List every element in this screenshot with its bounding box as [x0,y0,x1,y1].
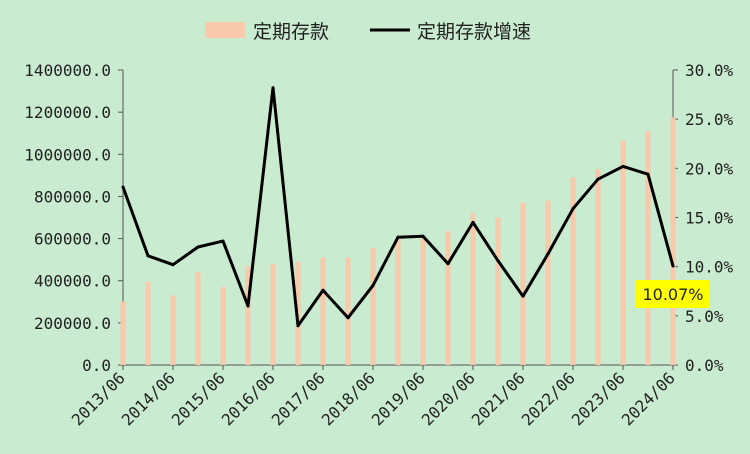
right-tick-label: 30.0% [685,61,734,80]
line-point [496,259,500,263]
axes: 0.0 200000.0 400000.0 600000.0 800000.0 10000… [24,61,733,375]
line-point [146,254,150,258]
bar [570,177,576,365]
left-tick-label: 200000.0 [34,314,111,333]
bar [320,257,326,365]
x-tick-label: 2024/06 [618,368,679,429]
x-axis-labels: 2013/062014/062015/062016/062017/062018/… [68,365,679,430]
bar [495,217,501,365]
x-tick-label: 2014/06 [118,368,179,429]
line-point [221,239,225,243]
bar [270,263,276,365]
line-point [546,252,550,256]
line-point [296,324,300,328]
x-tick-label: 2020/06 [418,368,479,429]
bar-series [120,117,676,366]
line-point [596,177,600,181]
legend-bar-label: 定期存款 [253,21,329,43]
line-point [646,172,650,176]
right-tick-label: 15.0% [685,209,734,228]
legend-bar-swatch [205,22,245,38]
line-point [321,288,325,292]
line-point [521,294,525,298]
bar [620,140,626,365]
legend: 定期存款 定期存款增速 [205,21,531,43]
bar [670,117,676,366]
last-value-annotation: 10.07% [636,280,710,308]
bar [370,248,376,365]
legend-line-label: 定期存款增速 [417,21,531,43]
bar [645,131,651,365]
bar [145,281,151,365]
bar [395,238,401,365]
x-tick-label: 2021/06 [468,368,529,429]
annotation-background [636,280,710,308]
line-point [171,263,175,267]
left-tick-label: 1000000.0 [24,145,111,164]
line-point [246,304,250,308]
line-point [271,86,275,90]
annotation-text: 10.07% [642,285,703,304]
bar [445,231,451,365]
line-series [121,86,675,328]
bar [545,200,551,365]
line-point [621,164,625,168]
line-point [396,235,400,239]
line-point [346,316,350,320]
line-point [471,220,475,224]
bar [420,235,426,365]
line-point [671,264,675,268]
x-tick-label: 2022/06 [518,368,579,429]
left-tick-label: 0.0 [82,356,111,375]
line-point [371,283,375,287]
x-tick-label: 2023/06 [568,368,629,429]
bar [345,257,351,365]
bar [520,202,526,365]
line-point [121,185,125,189]
right-tick-label: 0.0% [685,356,724,375]
line-point [571,207,575,211]
bar [195,272,201,365]
right-tick-label: 5.0% [685,307,724,326]
line-point [421,234,425,238]
bar [170,295,176,365]
right-tick-label: 20.0% [685,159,734,178]
right-tick-label: 10.0% [685,258,734,277]
left-tick-label: 1200000.0 [24,103,111,122]
x-tick-label: 2015/06 [168,368,229,429]
bar [220,287,226,365]
bar [120,301,126,365]
line-point [196,245,200,249]
left-tick-label: 400000.0 [34,272,111,291]
bar [470,213,476,365]
left-tick-label: 800000.0 [34,187,111,206]
bar [595,169,601,365]
left-tick-label: 600000.0 [34,230,111,249]
x-tick-label: 2013/06 [68,368,129,429]
line-point [446,262,450,266]
x-tick-label: 2018/06 [318,368,379,429]
x-tick-label: 2017/06 [268,368,329,429]
x-tick-label: 2016/06 [218,368,279,429]
bar [245,265,251,365]
right-tick-label: 25.0% [685,110,734,129]
left-tick-label: 1400000.0 [24,61,111,80]
x-tick-label: 2019/06 [368,368,429,429]
